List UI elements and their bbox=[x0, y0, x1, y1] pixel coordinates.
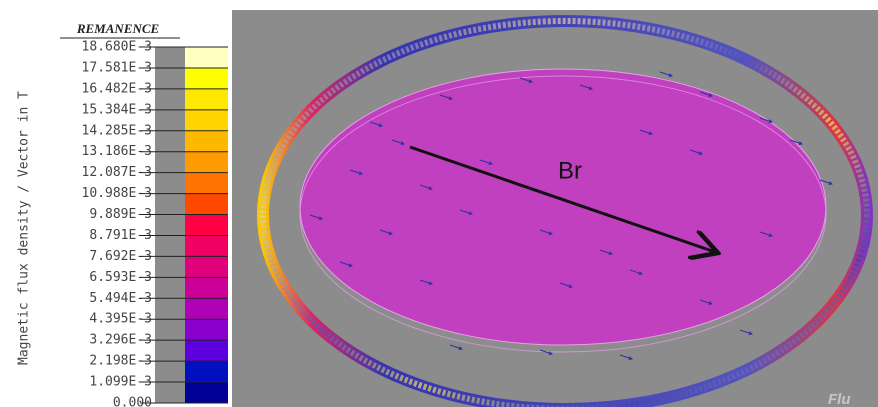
color-band bbox=[185, 68, 228, 89]
logo: Flu bbox=[828, 391, 851, 407]
color-band bbox=[185, 152, 228, 173]
axis-label: Magnetic flux density / Vector in T bbox=[17, 91, 32, 365]
color-band bbox=[185, 89, 228, 110]
color-band bbox=[185, 131, 228, 152]
color-band bbox=[185, 194, 228, 215]
magnet-disk bbox=[300, 69, 826, 345]
color-band bbox=[185, 382, 228, 403]
annotation: Br bbox=[558, 157, 582, 184]
color-band bbox=[185, 110, 228, 131]
color-band bbox=[185, 256, 228, 277]
canvas: REMANENCE Magnetic flux density / Vector… bbox=[0, 0, 878, 407]
legend-label: 0.000 bbox=[113, 396, 152, 407]
color-band bbox=[185, 298, 228, 319]
color-band bbox=[185, 319, 228, 340]
color-band bbox=[185, 361, 228, 382]
color-band bbox=[185, 47, 228, 68]
screen: REMANENCE Magnetic flux density / Vector… bbox=[0, 0, 878, 407]
legend-title: REMANENCE bbox=[76, 21, 160, 36]
color-band bbox=[185, 215, 228, 236]
color-band bbox=[185, 235, 228, 256]
color-band bbox=[185, 173, 228, 194]
legend-gray bbox=[155, 47, 185, 403]
color-band bbox=[185, 277, 228, 298]
color-band bbox=[185, 340, 228, 361]
